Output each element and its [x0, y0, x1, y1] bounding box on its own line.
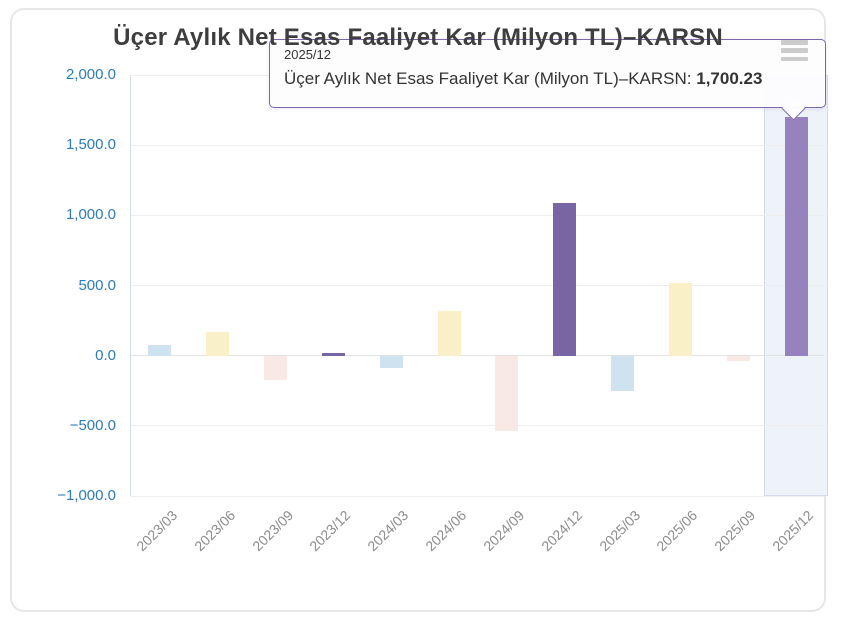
x-tick-label: 2025/12	[769, 507, 817, 555]
chart-card: Üçer Aylık Net Esas Faaliyet Kar (Milyon…	[10, 8, 828, 612]
context-menu-button[interactable]	[781, 40, 808, 61]
chart-title: Üçer Aylık Net Esas Faaliyet Kar (Milyon…	[113, 24, 723, 51]
bar-2023-03[interactable]	[148, 345, 172, 356]
bar-2024-03[interactable]	[379, 355, 403, 369]
x-tick-label: 2023/12	[306, 507, 354, 555]
bar-2024-12[interactable]	[553, 203, 577, 356]
tooltip-body: Üçer Aylık Net Esas Faaliyet Kar (Milyon…	[284, 66, 811, 92]
y-tick-label: 2,000.0	[65, 66, 116, 83]
bar-2023-06[interactable]	[206, 331, 230, 356]
y-tick-label: 0.0	[95, 346, 116, 364]
bar-2025-03[interactable]	[611, 355, 635, 391]
tooltip: 2025/12 Üçer Aylık Net Esas Faaliyet Kar…	[269, 39, 826, 121]
bar-2023-12[interactable]	[321, 353, 345, 356]
x-tick-label: 2024/09	[480, 507, 528, 555]
bar-2025-06[interactable]	[668, 283, 692, 356]
bar-2025-12[interactable]	[784, 117, 808, 356]
gridline	[131, 285, 824, 286]
y-tick-label: −1,000.0	[57, 487, 116, 504]
y-tick-label: 1,000.0	[65, 206, 116, 224]
zero-gridline	[131, 355, 824, 357]
hamburger-menu-icon	[781, 40, 808, 45]
hamburger-menu-icon	[781, 56, 808, 61]
bar-2023-09[interactable]	[264, 355, 288, 380]
gridline	[131, 214, 824, 216]
x-tick-label: 2025/03	[595, 507, 643, 555]
y-tick-label: 500.0	[78, 276, 116, 294]
gridline	[131, 425, 824, 427]
x-tick-label: 2023/09	[248, 507, 296, 555]
bar-2024-09[interactable]	[495, 355, 519, 432]
bar-2025-09[interactable]	[726, 355, 750, 362]
x-tick-label: 2024/03	[364, 507, 412, 555]
tooltip-value: 1,700.23	[696, 69, 763, 88]
plot-area	[130, 74, 828, 497]
x-tick-label: 2024/06	[422, 507, 470, 555]
x-tick-label: 2023/06	[190, 507, 239, 555]
gridline	[131, 144, 824, 146]
hamburger-menu-icon	[781, 48, 808, 53]
y-tick-label: 1,500.0	[65, 136, 116, 154]
x-tick-label: 2024/12	[537, 507, 586, 555]
y-tick-label: −500.0	[69, 416, 116, 434]
x-tick-label: 2025/09	[711, 507, 759, 555]
bar-2024-06[interactable]	[437, 310, 461, 356]
tooltip-header: 2025/12	[284, 47, 331, 62]
x-tick-label: 2025/06	[653, 507, 701, 555]
tooltip-series-label: Üçer Aylık Net Esas Faaliyet Kar (Milyon…	[284, 69, 697, 88]
x-tick-label: 2023/03	[133, 507, 181, 555]
gridline	[131, 495, 824, 497]
